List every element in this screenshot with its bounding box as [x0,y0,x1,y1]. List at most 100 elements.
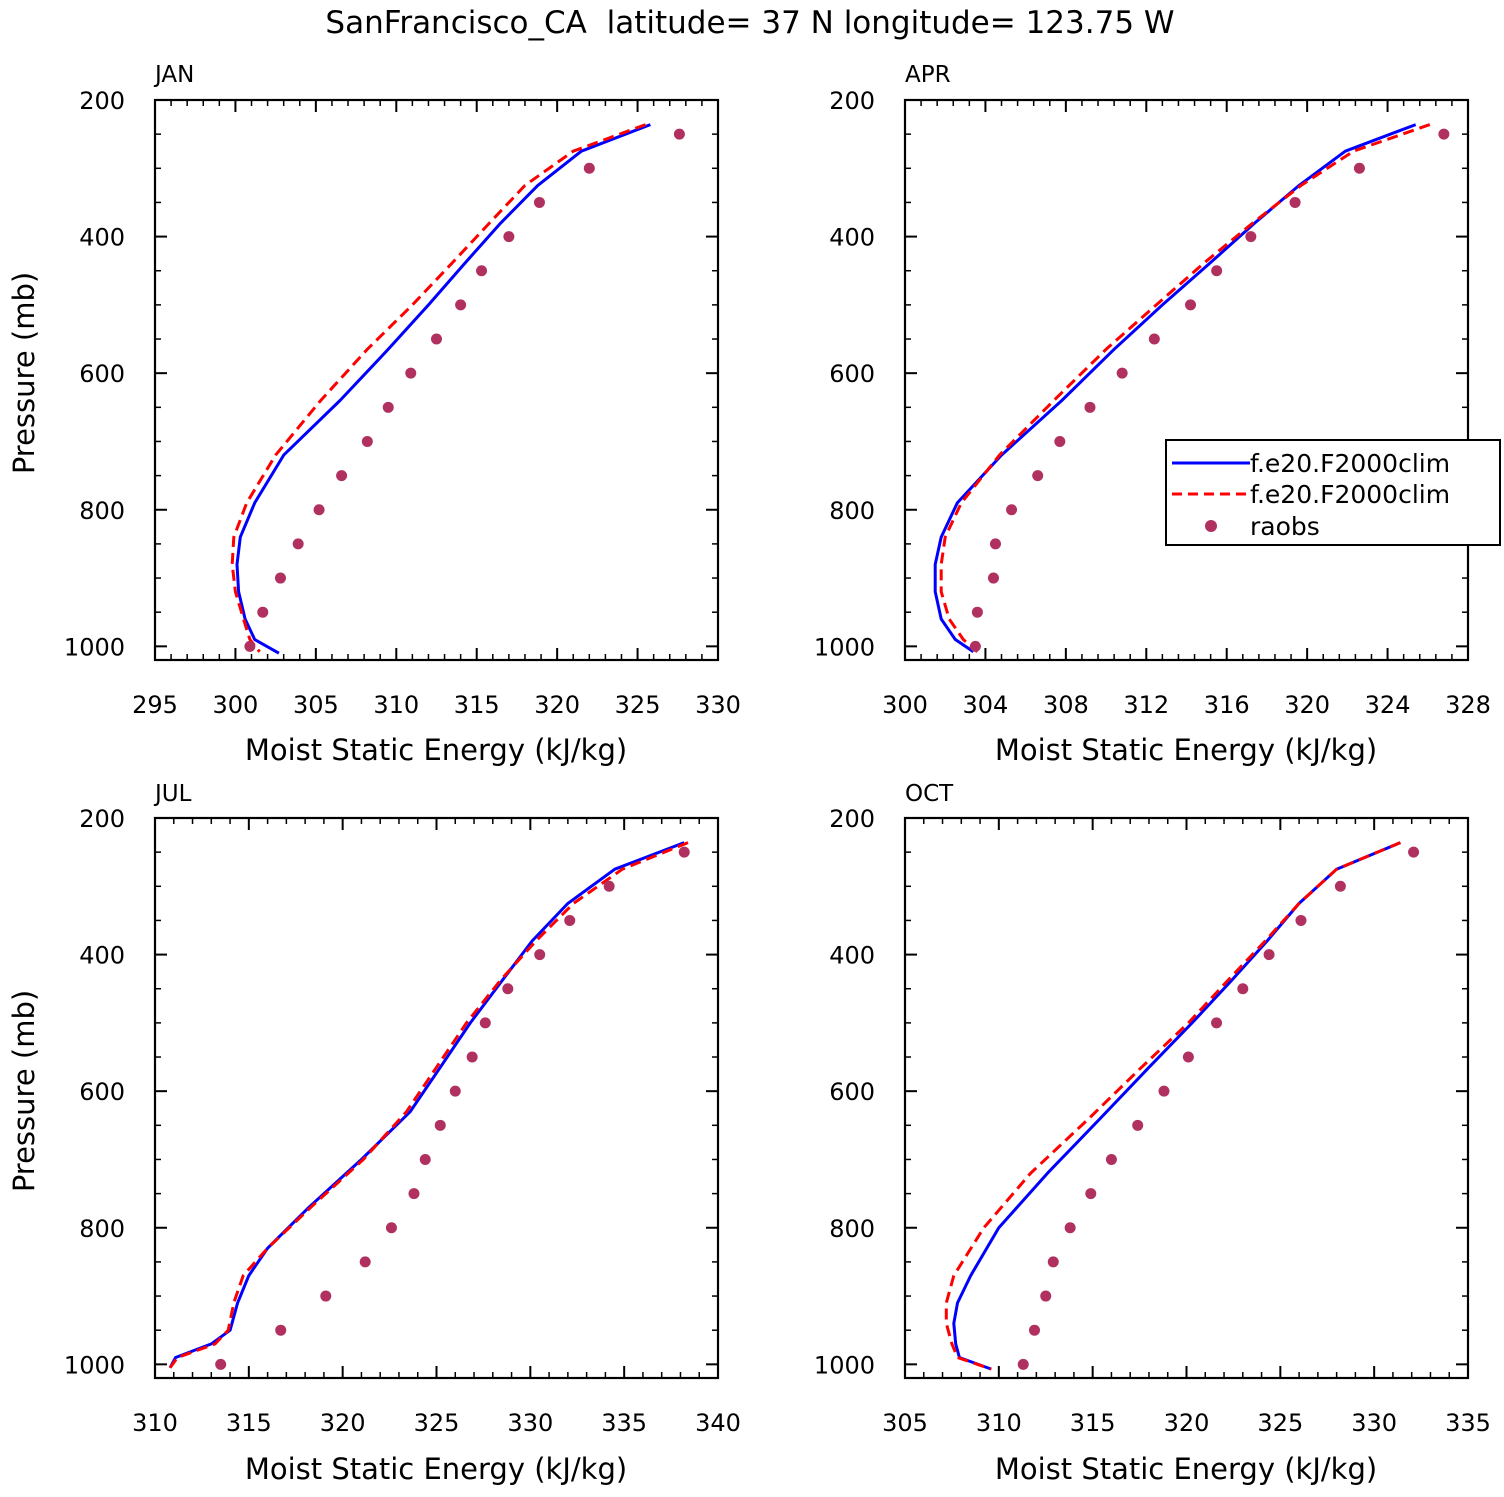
raobs-point [1158,1085,1170,1097]
x-tick-label: 315 [226,1409,272,1437]
raobs-point [673,128,685,140]
x-tick-label: 335 [601,1409,647,1437]
raobs-point [434,1119,446,1131]
x-tick-label: 320 [1164,1409,1210,1437]
x-tick-label: 315 [1070,1409,1116,1437]
x-tick-label: 330 [695,691,741,719]
x-tick-label: 300 [882,691,928,719]
y-tick-label: 200 [79,805,125,833]
x-tick-label: 340 [695,1409,741,1437]
raobs-point [678,846,690,858]
raobs-point [455,299,467,311]
panel-jan: JAN Moist Static Energy (kJ/kg) Pressure… [7,62,741,767]
raobs-point [1054,435,1066,447]
raobs-point [534,949,546,961]
legend-label-model-dashed: f.e20.F2000clim [1250,480,1450,509]
raobs-point [292,538,304,550]
y-tick-label: 200 [79,87,125,115]
raobs-point [1028,1324,1040,1336]
x-tick-label: 295 [132,691,178,719]
raobs-point [385,1222,397,1234]
raobs-point [1438,128,1450,140]
x-tick-label: 315 [454,691,500,719]
raobs-point [1334,880,1346,892]
plot-frame-jul [153,816,720,1380]
x-tick-label: 305 [882,1409,928,1437]
raobs-point [1263,949,1275,961]
y-tick-label: 600 [79,1078,125,1106]
panel-jul: JUL Moist Static Energy (kJ/kg) Pressure… [7,781,741,1486]
raobs-point [1353,162,1365,174]
y-tick-label: 600 [829,360,875,388]
legend: f.e20.F2000clim f.e20.F2000clim raobs [1165,439,1501,546]
raobs-point [361,435,373,447]
raobs-point [502,983,514,995]
raobs-point [359,1256,371,1268]
raobs-point [1040,1290,1052,1302]
x-tick-label: 320 [534,691,580,719]
y-tick-label: 400 [829,224,875,252]
y-tick-label: 1000 [64,1351,125,1379]
figure-title: SanFrancisco_CA latitude= 37 N longitude… [325,5,1174,41]
legend-label-raobs: raobs [1250,512,1320,541]
panel-label-apr: APR [905,62,951,88]
x-tick-label: 325 [414,1409,460,1437]
raobs-point [476,265,488,277]
x-axis-title-jan: Moist Static Energy (kJ/kg) [245,733,627,767]
y-tick-label: 800 [829,497,875,525]
raobs-point [1105,1153,1117,1165]
raobs-point [1084,401,1096,413]
raobs-point [987,572,999,584]
raobs-point [1017,1358,1029,1370]
raobs-point [971,606,983,618]
x-tick-label: 330 [507,1409,553,1437]
panel-label-jul: JUL [153,781,192,807]
x-tick-label: 300 [213,691,259,719]
raobs-point [313,504,325,516]
raobs-point [1064,1222,1076,1234]
raobs-point [1148,333,1160,345]
raobs-point [244,640,256,652]
y-tick-label: 800 [829,1215,875,1243]
raobs-point [320,1290,332,1302]
raobs-point [1085,1188,1097,1200]
raobs-point [1185,299,1197,311]
raobs-point [603,880,615,892]
x-tick-label: 324 [1365,691,1411,719]
x-tick-label: 335 [1445,1409,1491,1437]
panel-label-jan: JAN [153,62,194,88]
y-tick-label: 1000 [814,1351,875,1379]
raobs-point [1132,1119,1144,1131]
y-tick-label: 600 [79,360,125,388]
x-tick-label: 328 [1445,691,1491,719]
raobs-point [1245,231,1257,243]
raobs-point [533,196,545,208]
raobs-point [1116,367,1128,379]
raobs-point [336,470,348,482]
x-axis-title-oct: Moist Static Energy (kJ/kg) [995,1452,1377,1486]
x-tick-label: 312 [1123,691,1169,719]
raobs-point [419,1153,431,1165]
x-tick-label: 320 [320,1409,366,1437]
raobs-point [1237,983,1249,995]
x-tick-label: 308 [1043,691,1089,719]
raobs-point [564,914,576,926]
y-tick-label: 200 [829,87,875,115]
x-tick-label: 325 [615,691,661,719]
raobs-point [215,1358,227,1370]
panel-apr: APR Moist Static Energy (kJ/kg) 300 304 30… [814,62,1491,767]
y-tick-label: 400 [79,224,125,252]
y-tick-label: 600 [829,1078,875,1106]
x-tick-label: 310 [976,1409,1022,1437]
plot-frame-apr [903,98,1470,662]
raobs-point [1211,265,1223,277]
y-tick-label: 200 [829,805,875,833]
x-tick-label: 310 [132,1409,178,1437]
y-tick-label: 800 [79,1215,125,1243]
model-line-dashed [939,123,1431,653]
model-line-solid [933,123,1417,654]
x-tick-label: 305 [293,691,339,719]
panel-oct: OCT Moist Static Energy (kJ/kg) 305 310 31… [814,781,1491,1486]
plot-frame-jan [153,98,720,662]
y-tick-label: 1000 [814,633,875,661]
